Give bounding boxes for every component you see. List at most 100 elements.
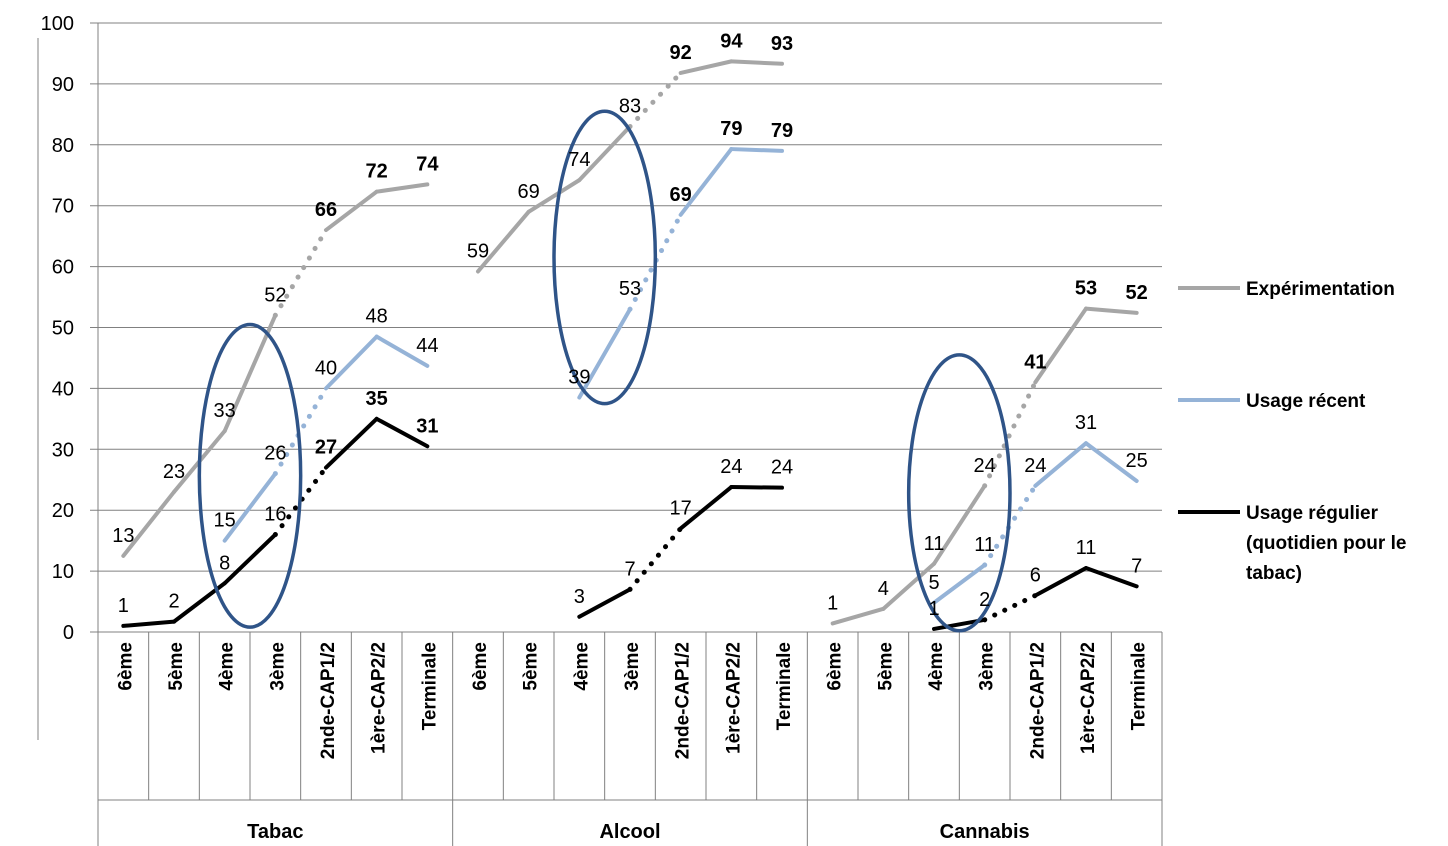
data-label: 41	[1024, 351, 1046, 373]
highlight-ellipses	[197, 109, 1012, 633]
data-label: 74	[568, 149, 590, 171]
x-tick-label: 4ème	[571, 642, 592, 691]
y-tick-label: 30	[52, 439, 74, 461]
data-label: 25	[1126, 450, 1148, 472]
y-tick-label: 40	[52, 378, 74, 400]
series-segment	[121, 489, 176, 558]
data-label: 83	[619, 96, 641, 118]
x-tick-label: 1ère-CAP2/2	[369, 642, 390, 754]
series-segment	[932, 483, 987, 566]
series-segment	[982, 592, 1038, 623]
data-label: 13	[112, 525, 134, 547]
data-label: 40	[315, 357, 337, 379]
legend: Expérimentation Usage récent Usage régulie…	[1178, 279, 1406, 584]
x-tick-label: Terminale	[419, 642, 440, 730]
series-segment	[324, 189, 379, 233]
x-tick-label: 5ème	[875, 642, 896, 691]
y-tick-label: 80	[52, 135, 74, 157]
series-segment	[324, 334, 379, 391]
data-label: 92	[670, 42, 692, 64]
data-label: 66	[315, 199, 337, 221]
series-segment	[1084, 306, 1139, 315]
data-label: 23	[163, 461, 185, 483]
series-segment	[729, 147, 784, 153]
series-segment	[627, 525, 684, 592]
y-tick-label: 100	[41, 13, 74, 35]
data-label: 24	[1024, 455, 1046, 477]
group-label: Cannabis	[940, 821, 1030, 843]
data-label: 1	[928, 598, 939, 620]
data-label: 24	[720, 456, 742, 478]
x-tick-label: 5ème	[521, 642, 542, 691]
highlight-ellipse	[906, 353, 1012, 633]
data-label: 5	[928, 572, 939, 594]
x-tick-label: 6ème	[470, 642, 491, 691]
y-axis: 0 10 20 30 40 50 60 70 80 90 100	[41, 13, 74, 644]
y-tick-label: 50	[52, 318, 74, 340]
series-segment	[678, 147, 734, 217]
data-label: 3	[574, 586, 585, 608]
series-segment	[1033, 566, 1088, 598]
x-axis: 6ème 5ème 4ème 3ème 2nde-CAP1/2 1ère-CAP2/2 Te…	[97, 632, 1163, 846]
series-segment	[121, 619, 176, 628]
highlight-ellipse	[552, 109, 658, 406]
series-segment	[577, 307, 632, 400]
x-tick-label: 3ème	[622, 642, 643, 691]
series-segment	[476, 209, 531, 274]
data-label: 16	[264, 504, 286, 526]
data-label: 35	[366, 388, 388, 410]
y-tick-label: 20	[52, 500, 74, 522]
data-label: 52	[264, 284, 286, 306]
data-label: 31	[1075, 412, 1097, 434]
series-segment	[1084, 566, 1139, 589]
data-label: 24	[974, 455, 996, 477]
series-segment	[729, 485, 784, 490]
data-label: 1	[827, 592, 838, 614]
data-label: 69	[670, 184, 692, 206]
x-tick-label: 2nde-CAP1/2	[318, 642, 339, 759]
data-label: 79	[771, 120, 793, 142]
data-label: 52	[1126, 282, 1148, 304]
data-label: 7	[624, 558, 635, 580]
series-segment	[577, 587, 632, 619]
data-label: 8	[219, 552, 230, 574]
data-label: 53	[1075, 278, 1097, 300]
x-tick-label: Terminale	[774, 642, 795, 730]
data-label: 1	[118, 595, 129, 617]
series-segment	[222, 471, 278, 543]
gridlines	[37, 22, 1162, 846]
data-label: 59	[467, 240, 489, 262]
series-segment	[324, 416, 379, 470]
data-label: 17	[670, 497, 692, 519]
x-tick-label: 2nde-CAP1/2	[673, 642, 694, 759]
data-label: 7	[1131, 555, 1142, 577]
series-segment	[678, 59, 734, 75]
series-segment	[982, 379, 1038, 489]
x-tick-label: 4ème	[926, 642, 947, 691]
data-label: 44	[416, 335, 438, 357]
group-label: Tabac	[247, 821, 303, 843]
data-label: 72	[366, 161, 388, 183]
data-label: 31	[416, 415, 438, 437]
y-tick-label: 10	[52, 561, 74, 583]
x-tick-label: Terminale	[1129, 642, 1150, 730]
data-label: 53	[619, 278, 641, 300]
series-segment	[627, 70, 684, 130]
data-label: 79	[720, 118, 742, 140]
data-label: 94	[720, 30, 743, 52]
series-segment	[222, 532, 278, 586]
data-label: 93	[771, 33, 793, 55]
x-tick-label: 2nde-CAP1/2	[1027, 642, 1048, 759]
series-segment	[526, 178, 582, 214]
legend-label: Usage récent	[1246, 391, 1366, 412]
series-segment	[678, 485, 734, 531]
x-tick-label: 1ère-CAP2/2	[723, 642, 744, 754]
x-tick-label: 3ème	[977, 642, 998, 691]
data-label: 26	[264, 443, 286, 465]
data-label: 69	[518, 181, 540, 203]
series-segment	[881, 561, 936, 611]
series-segment	[830, 606, 886, 626]
series-segment	[729, 59, 784, 66]
